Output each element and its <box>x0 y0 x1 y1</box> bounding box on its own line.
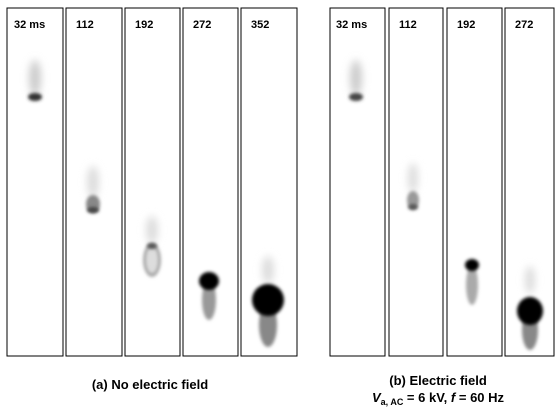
value: = 60 Hz <box>455 390 504 405</box>
subscript: a, AC <box>381 397 404 407</box>
frame <box>330 8 385 356</box>
frame <box>125 8 180 356</box>
figure: 32 ms 112 192 272 352 <box>0 0 555 410</box>
panel-b: 32 ms 112 192 272 <box>330 8 554 356</box>
frame <box>447 8 502 356</box>
frame-time: 352 <box>251 19 269 31</box>
panel-a: 32 ms 112 192 272 352 <box>7 8 297 356</box>
flame <box>86 166 100 213</box>
frame-time: 32 ms <box>14 19 45 31</box>
value: = 6 kV, <box>403 390 451 405</box>
frame-time: 192 <box>135 19 153 31</box>
condition: Va, AC = 6 kV, f = 60 Hz <box>372 390 505 407</box>
frame-time: 112 <box>76 19 94 31</box>
caption: (a) No electric field <box>92 377 208 392</box>
frame-time: 272 <box>193 19 211 31</box>
frame-time: 272 <box>515 19 533 31</box>
caption: (b) Electric field <box>389 373 487 388</box>
frame-time: 192 <box>457 19 475 31</box>
frame-time: 112 <box>399 19 417 31</box>
frame-time: 32 ms <box>336 19 367 31</box>
